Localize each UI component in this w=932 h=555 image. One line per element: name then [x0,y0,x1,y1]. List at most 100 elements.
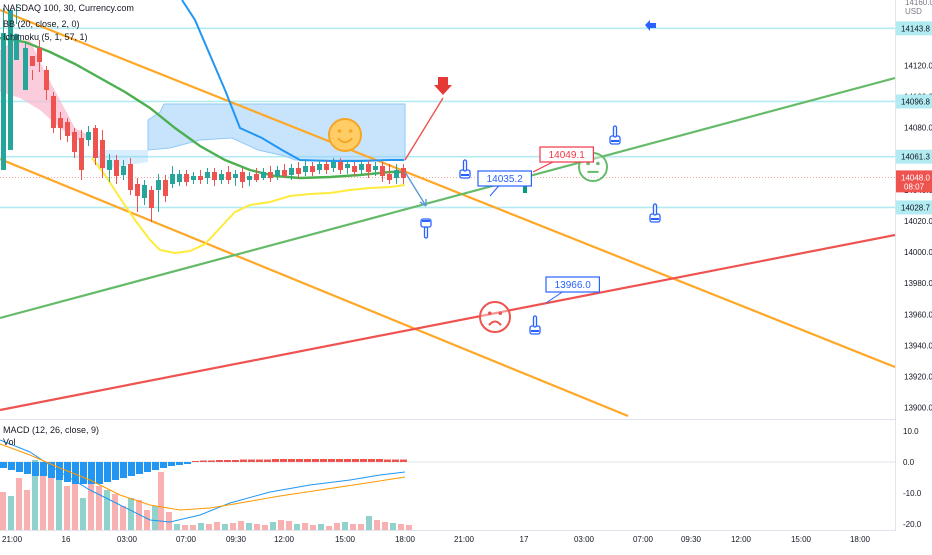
macd-pane [0,439,895,530]
candle-body [184,174,189,182]
callout-box [545,276,601,293]
volume-bar [158,472,164,530]
macd-histogram-bar [304,459,311,462]
signal-line [0,443,406,511]
macd-histogram-bar [224,460,231,462]
volume-bar [350,524,356,530]
projection-line-up [404,97,444,161]
currency-label: USD [905,7,922,16]
macd-line [0,439,406,523]
macd-histogram-bar [40,462,47,476]
ichimoku-legend[interactable]: Ichimoku (5, 1, 57, 1) [3,32,88,42]
level-price-label: 14143.8 [901,24,930,33]
hand-finger [462,159,468,172]
orange-trend-line[interactable] [0,8,896,369]
smile-emoji-icon-outline [328,118,362,152]
volume-bar [326,526,332,530]
volume-bar [310,525,316,530]
smile-emoji-icon-eye [337,129,342,133]
macd-histogram-bar [272,459,279,462]
macd-histogram-bar [96,462,103,484]
volume-bar [318,524,324,530]
volume-bar [286,521,292,530]
trend-lines[interactable] [0,8,896,418]
candle-body [387,174,392,180]
price-tick-label: 13980.0 [904,279,932,288]
last-price-tag [896,170,932,193]
macd-histogram-bar [248,459,255,462]
hand-finger [423,226,429,239]
macd-histogram-bar [0,462,7,468]
callout-box [477,170,533,187]
volume-bar [358,524,364,530]
macd-histogram-bar [128,462,135,476]
candle-body [212,172,217,180]
bb-legend[interactable]: BB (20, close, 2, 0) [3,19,80,29]
candle-body [100,140,105,168]
candle-body [205,172,210,178]
price-callout: 14035.2 [477,170,533,197]
candle-body [401,168,406,178]
candle-body [72,132,77,152]
volume-bar [8,496,14,530]
pointing-hand-icon [420,218,432,239]
macd-histogram-bar [384,459,391,462]
candle-body [380,166,385,176]
pointing-hand-icon [609,125,621,145]
level-price-label: 14028.7 [901,203,930,212]
smile-emoji-icon [328,118,362,152]
bb-basis-line [0,36,405,180]
candle-body [107,160,112,170]
macd-legend[interactable]: MACD (12, 26, close, 9) [3,425,100,435]
volume-bar [294,524,300,530]
orange-trend-line[interactable] [0,157,629,418]
macd-tick-label: 0.0 [903,458,915,467]
volume-bar [16,478,22,530]
candle-body [331,162,336,168]
candle-body [233,174,238,178]
volume-bar [398,524,404,530]
volume-bar [390,523,396,530]
volume-bar [64,486,70,530]
level-price-tag [896,21,932,36]
drawing-annotations[interactable]: 14035.2 14049.1 13966.0 [328,20,661,335]
candle-body [121,166,126,175]
volume-bar [302,523,308,530]
candle-body [149,190,154,208]
projection-line-down [404,171,427,207]
macd-histogram-bar [312,459,319,462]
arrow-down-icon [434,77,452,95]
volume-bar [262,525,268,530]
red-trend-line[interactable] [0,233,896,412]
candle-body [268,172,273,178]
vol-legend[interactable]: Vol [3,437,16,447]
price-tick-label: 13940.0 [904,341,932,350]
candle-body [282,170,287,176]
candle-body [51,96,56,128]
projection-arrowhead [419,201,427,207]
level-price-tag [896,200,932,215]
volume-bar [152,506,158,530]
candle-body [261,172,266,178]
macd-histogram-bar [296,459,303,462]
volume-bar [182,525,188,530]
volume-bar [366,516,372,530]
price-tick-label: 14080.0 [904,124,932,133]
candle-body [366,164,371,172]
callout-label: 14049.1 [549,150,586,161]
macd-tick-label: 10.0 [903,427,919,436]
level-price-tag [896,94,932,109]
price-callout: 13966.0 [545,276,601,304]
green-trend-line[interactable] [0,76,896,320]
symbol-legend[interactable]: NASDAQ 100, 30, Currency.com [3,3,134,13]
sad-emoji-icon-eye [487,311,492,316]
macd-histogram-bar [368,459,375,462]
volume-bar [88,478,94,530]
time-tick-label: 07:00 [176,535,197,544]
candle-body [275,170,280,176]
candle-body [345,164,350,168]
sad-emoji-icon [479,301,511,333]
